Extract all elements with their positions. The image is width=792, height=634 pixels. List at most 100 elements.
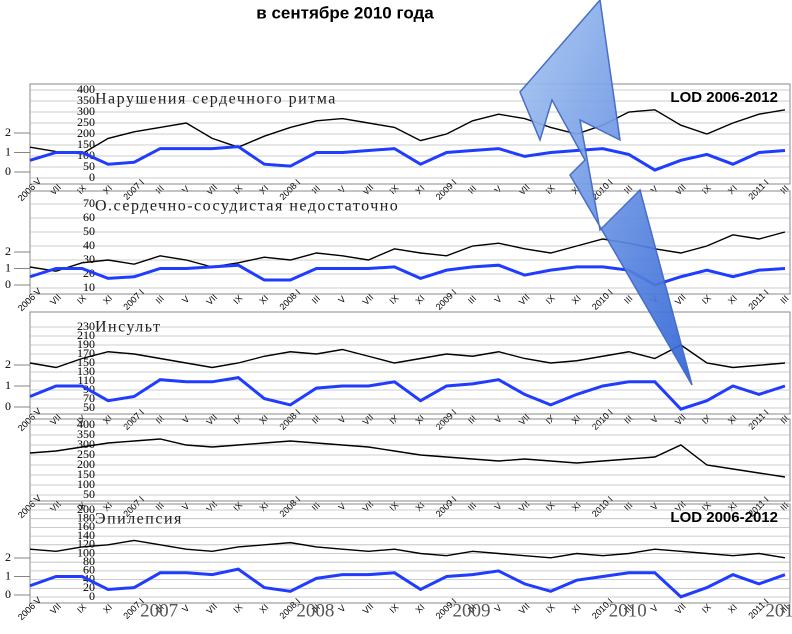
year-label: 2008 [296,600,334,621]
x-tick-label: V [336,184,347,195]
x-tick-label: XI [726,602,739,615]
y-tick-label: 70 [83,391,95,405]
y-tick-label: 130 [77,364,95,378]
x-tick-label: IX [231,293,244,306]
y-tick-label: 10 [83,280,95,294]
lightning-bolt [519,0,693,386]
x-tick-label: IX [700,183,713,196]
x-tick-label: IX [700,413,713,426]
lod-line [29,567,786,599]
x-tick-label: V [493,414,504,425]
panel-label: Инсульт [95,319,161,336]
y-tick-label: 40 [83,238,95,252]
y-tick-label: 0 [89,589,95,603]
x-tick-label: 2008 I [278,494,303,519]
y-tick-label: 350 [77,93,95,107]
y-tick-label: 250 [77,115,95,129]
x-tick-label: III [154,413,166,425]
y-tick-label: 30 [83,252,95,266]
panel-frame [29,418,791,502]
x-tick-label: 2008 I [278,407,303,432]
x-tick-label: 2007 I [121,287,146,312]
x-tick-label: XI [570,500,583,513]
data-line [29,438,786,478]
x-tick-label: IX [387,183,400,196]
y2-tick-label: 2 [5,125,11,139]
x-tick-label: XI [101,183,114,196]
year-label: 2007 [140,600,178,621]
x-tick-label: V [493,184,504,195]
y-tick-label: 200 [77,502,95,516]
y2-tick-label: 0 [5,164,11,178]
x-tick-label: XI [257,500,270,513]
x-tick-label: V [180,294,191,305]
y-tick-label: 50 [83,487,95,501]
y-tick-label: 250 [77,447,95,461]
x-tick-label: IX [544,293,557,306]
x-tick-label: III [778,413,790,425]
x-tick-label: XI [414,500,427,513]
y-tick-label: 300 [77,104,95,118]
y2-tick-label: 1 [5,260,11,274]
y-tick-label: 60 [83,563,95,577]
y-tick-label: 210 [77,328,95,342]
x-tick-label: 2007 I [121,407,146,432]
x-tick-label: V [493,501,504,512]
x-tick-label: V [180,414,191,425]
y-tick-label: 230 [77,319,95,333]
y-tick-label: 50 [83,159,95,173]
annotation: LOD 2006-2012 [670,89,778,106]
x-tick-label: XI [570,293,583,306]
y2-tick-label: 1 [5,378,11,392]
x-tick-label: III [466,293,478,305]
x-tick-label: IX [75,293,88,306]
y2-tick-label: 2 [5,244,11,258]
x-tick-label: IX [387,602,400,615]
x-tick-label: IX [387,293,400,306]
x-tick-label: IX [231,602,244,615]
x-tick-label: IX [700,602,713,615]
x-tick-label: 2009 I [434,407,459,432]
y-tick-label: 160 [77,519,95,533]
x-tick-label: IX [231,413,244,426]
x-tick-label: 2010 I [590,287,615,312]
data-line [29,109,786,155]
data-line [29,344,786,369]
x-tick-label: V [493,294,504,305]
year-label: 2011 [765,600,792,621]
x-tick-label: V [180,501,191,512]
y-tick-label: 140 [77,528,95,542]
x-tick-label: V [493,603,504,614]
chart-title: в сентябре 2010 года [256,3,434,22]
x-tick-label: IX [75,183,88,196]
x-tick-label: III [622,500,634,512]
x-tick-label: V [336,414,347,425]
x-tick-label: IX [387,500,400,513]
x-tick-label: XI [101,293,114,306]
panel-label: Нарушения сердечного ритма [95,91,337,108]
x-tick-label: 2011 I [746,177,770,201]
x-tick-label: XI [570,413,583,426]
y2-tick-label: 0 [5,399,11,413]
y2-tick-label: 0 [5,587,11,601]
x-tick-label: III [622,183,634,195]
x-tick-label: V [336,603,347,614]
x-tick-label: 2011 I [746,407,770,431]
x-tick-label: XI [726,413,739,426]
data-line [29,539,786,559]
y-tick-label: 80 [83,554,95,568]
x-tick-label: III [466,183,478,195]
x-tick-label: XI [101,413,114,426]
y-tick-label: 180 [77,510,95,524]
x-tick-label: XI [414,183,427,196]
x-tick-label: III [778,183,790,195]
y2-tick-label: 1 [5,144,11,158]
x-tick-label: XI [257,602,270,615]
x-tick-label: XI [257,293,270,306]
y-tick-label: 350 [77,427,95,441]
x-tick-label: III [310,500,322,512]
x-tick-label: III [466,500,478,512]
y-tick-label: 200 [77,457,95,471]
